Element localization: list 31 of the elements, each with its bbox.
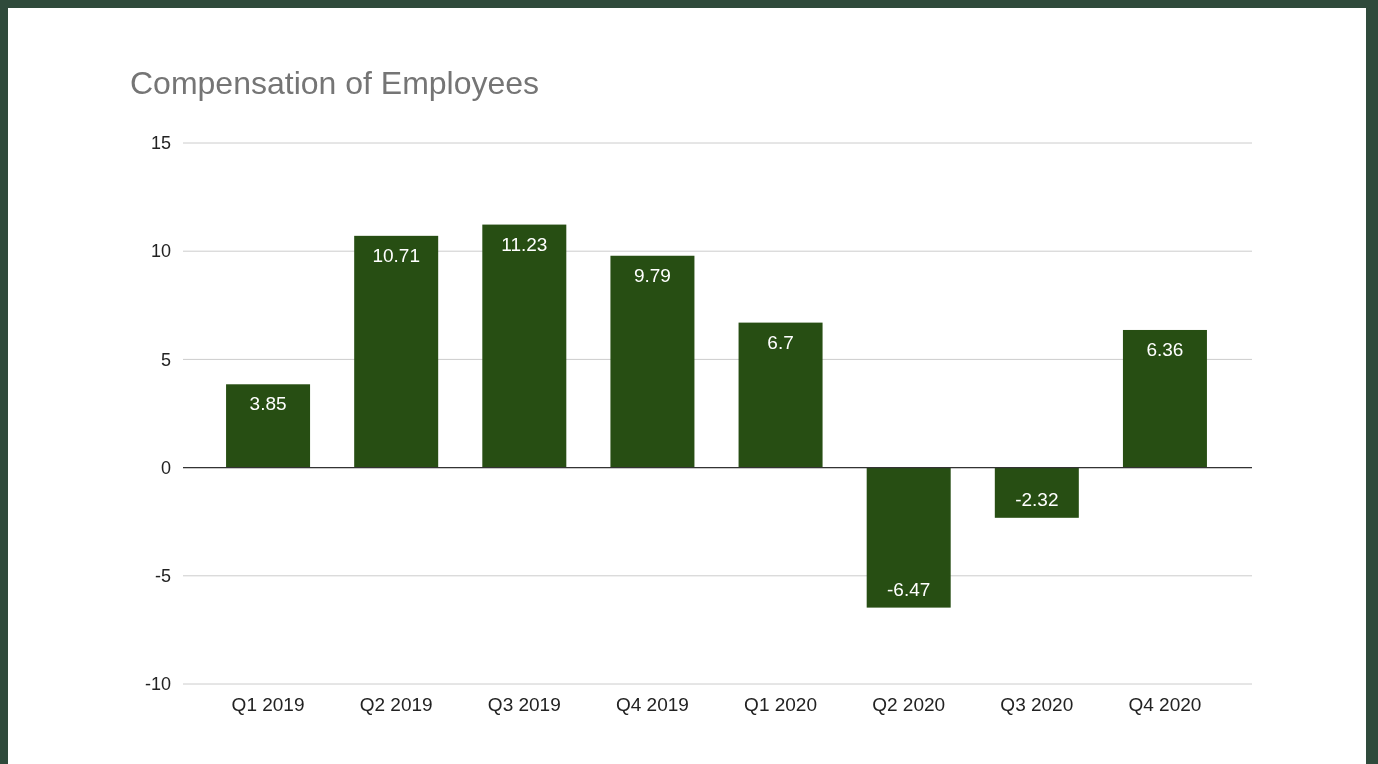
data-label: 6.36 <box>1146 338 1184 360</box>
bar <box>1122 329 1207 468</box>
bar <box>866 467 951 608</box>
y-tick-label: 10 <box>150 241 171 262</box>
chart-title: Compensation of Employees <box>130 65 540 101</box>
data-label: -6.47 <box>887 578 931 600</box>
data-label: 9.79 <box>633 264 671 286</box>
y-tick-label: 5 <box>160 349 171 370</box>
x-tick-label: Q3 2019 <box>487 694 561 716</box>
x-tick-label: Q2 2020 <box>872 694 946 716</box>
bar <box>226 384 311 468</box>
bar <box>994 467 1079 518</box>
data-label: 11.23 <box>501 233 548 255</box>
y-tick-label: -10 <box>144 674 171 695</box>
bar <box>482 224 567 468</box>
x-tick-label: Q1 2019 <box>231 694 305 716</box>
y-tick-label: 15 <box>150 133 171 154</box>
x-tick-label: Q1 2020 <box>744 694 818 716</box>
data-label: 6.7 <box>767 331 794 353</box>
x-tick-label: Q3 2020 <box>1000 694 1074 716</box>
bar <box>610 255 695 468</box>
data-label: 10.71 <box>372 244 420 266</box>
data-label: -2.32 <box>1015 488 1059 510</box>
x-tick-label: Q2 2019 <box>359 694 433 716</box>
y-tick-label: -5 <box>154 566 171 587</box>
data-label: 3.85 <box>249 393 287 415</box>
bar <box>354 235 439 468</box>
bar <box>738 322 823 468</box>
x-tick-label: Q4 2020 <box>1128 694 1202 716</box>
y-tick-label: 0 <box>160 457 171 478</box>
x-tick-label: Q4 2019 <box>615 694 689 716</box>
